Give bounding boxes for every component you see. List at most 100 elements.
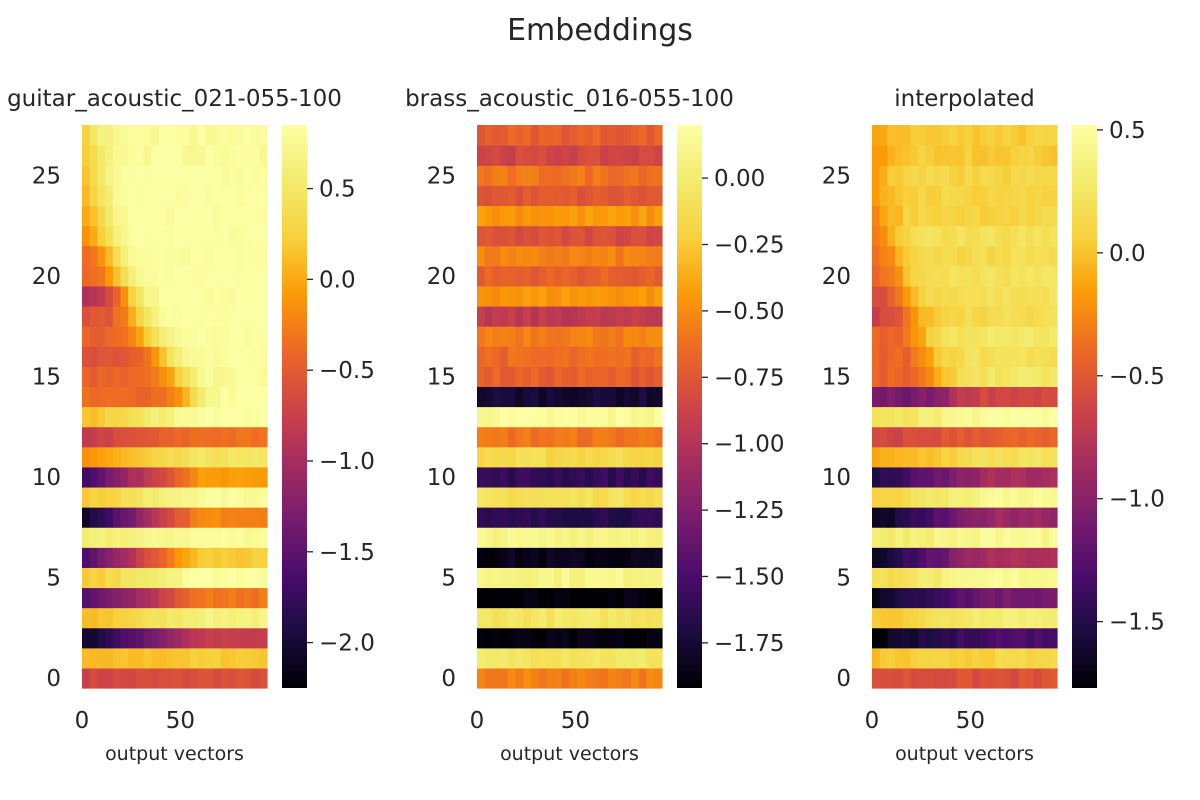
heatmap-cell	[1026, 627, 1035, 649]
heatmap-cell	[1003, 647, 1012, 669]
x-tick-label: 50	[166, 708, 195, 734]
heatmap-cell	[82, 185, 91, 207]
heatmap-cell	[112, 205, 122, 227]
heatmap-cell	[569, 607, 578, 629]
heatmap-cell	[584, 567, 594, 589]
heatmap-cell	[151, 567, 160, 589]
heatmap-cell	[623, 607, 632, 629]
heatmap-cell	[197, 205, 206, 227]
heatmap-cell	[197, 607, 206, 629]
heatmap-cell	[615, 466, 625, 488]
heatmap-cell	[895, 366, 904, 387]
heatmap-cell	[569, 165, 578, 186]
heatmap-cell	[546, 205, 555, 227]
heatmap-cell	[887, 265, 896, 287]
heatmap-cell	[654, 486, 663, 508]
heatmap-cell	[1041, 125, 1050, 146]
heatmap-cell	[236, 145, 245, 166]
y-tick-label: 10	[822, 465, 851, 491]
heatmap-cell	[128, 165, 137, 186]
heatmap-cell	[600, 466, 609, 488]
heatmap-cell	[251, 507, 260, 528]
heatmap-cell	[925, 185, 935, 207]
heatmap-cell	[243, 607, 253, 629]
heatmap-cell	[887, 125, 896, 146]
heatmap-cell	[159, 507, 168, 528]
heatmap-cell	[135, 466, 145, 488]
heatmap-cell	[979, 426, 989, 448]
heatmap-cell	[964, 285, 973, 307]
heatmap-cell	[972, 567, 981, 589]
heatmap-cell	[979, 346, 989, 367]
heatmap-cell	[918, 285, 927, 307]
heatmap-cell	[259, 366, 268, 387]
heatmap-row-15	[872, 366, 1058, 387]
heatmap-cell	[1026, 305, 1035, 327]
heatmap-cell	[995, 185, 1004, 207]
heatmap-cell	[941, 265, 950, 287]
heatmap-cell	[159, 285, 168, 307]
heatmap-cell	[1041, 647, 1050, 669]
heatmap-cell	[638, 326, 648, 347]
heatmap-cell	[925, 386, 935, 408]
heatmap-cell	[82, 145, 91, 166]
heatmap-cell	[956, 607, 966, 629]
heatmap-cell	[538, 647, 547, 669]
heatmap-cell	[112, 607, 122, 629]
heatmap-cell	[872, 607, 881, 629]
heatmap-cell	[89, 466, 99, 488]
heatmap-cell	[600, 446, 609, 468]
heatmap-cell	[166, 426, 176, 448]
heatmap-cell	[135, 507, 145, 528]
heatmap-cell	[615, 205, 625, 227]
heatmap-cell	[151, 406, 160, 428]
heatmap-cell	[933, 386, 942, 408]
heatmap-cell	[895, 305, 904, 327]
heatmap-cell	[228, 567, 237, 589]
heatmap-cell	[120, 667, 129, 689]
heatmap-cell	[182, 165, 191, 186]
heatmap-cell	[646, 225, 655, 247]
heatmap-cell	[82, 205, 91, 227]
heatmap-cell	[112, 667, 122, 689]
heatmap-cell	[143, 165, 152, 186]
heatmap-cell	[166, 165, 176, 186]
heatmap-cell	[546, 587, 555, 609]
heatmap-cell	[259, 446, 268, 468]
heatmap-cell	[879, 466, 889, 488]
heatmap-cell	[608, 346, 617, 367]
heatmap-cell	[515, 285, 524, 307]
heatmap-row-20	[872, 265, 1058, 287]
heatmap-cell	[82, 547, 91, 568]
heatmap-cell	[236, 165, 245, 186]
heatmap-cell	[251, 486, 260, 508]
heatmap-cell	[956, 667, 966, 689]
heatmap-cell	[82, 446, 91, 468]
heatmap-cell	[159, 165, 168, 186]
heatmap-cell	[1010, 205, 1020, 227]
heatmap-cell	[492, 507, 501, 528]
heatmap-cell	[887, 587, 896, 609]
heatmap-cell	[151, 265, 160, 287]
heatmap-cell	[638, 386, 648, 408]
heatmap-cell	[577, 386, 586, 408]
panel-title: brass_acoustic_016-055-100	[405, 86, 734, 112]
heatmap-cell	[608, 607, 617, 629]
heatmap-cell	[577, 285, 586, 307]
heatmap-cell	[638, 125, 648, 146]
heatmap-cell	[554, 406, 563, 428]
heatmap-cell	[577, 326, 586, 347]
heatmap-cell	[592, 145, 601, 166]
heatmap-cell	[592, 285, 601, 307]
heatmap-cell	[213, 446, 222, 468]
heatmap-cell	[1026, 386, 1035, 408]
heatmap-cell	[228, 547, 237, 568]
heatmap-cell	[220, 486, 230, 508]
heatmap-cell	[159, 386, 168, 408]
heatmap-cell	[910, 547, 919, 568]
heatmap-cell	[879, 406, 889, 428]
heatmap-cell	[484, 165, 494, 186]
heatmap-cell	[956, 527, 966, 548]
heatmap-cell	[1003, 125, 1012, 146]
heatmap-cell	[925, 507, 935, 528]
